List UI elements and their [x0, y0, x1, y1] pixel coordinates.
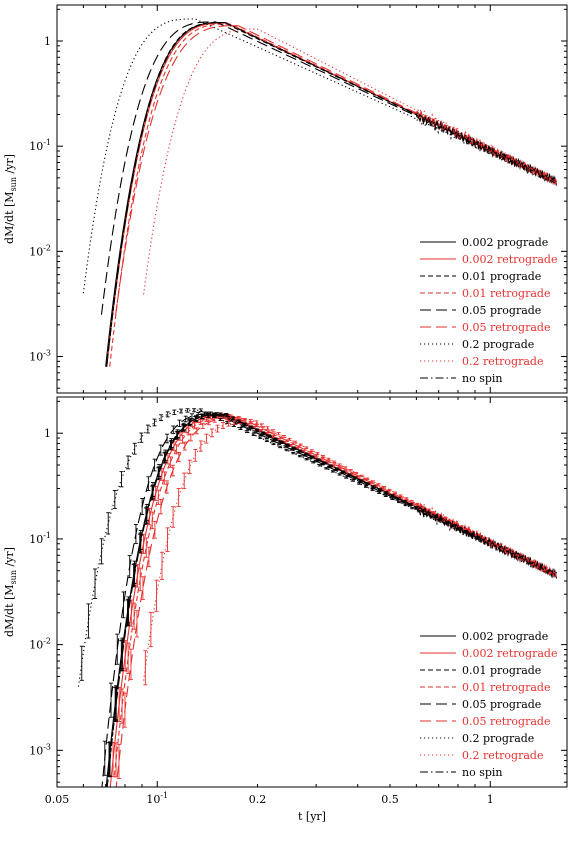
y-tick-label: 1: [44, 427, 51, 440]
error-bars-0: [106, 412, 481, 778]
legend-label-1: 0.002 retrograde: [462, 253, 557, 266]
error-bars-3: [114, 414, 481, 778]
legend-label-6: 0.2 prograde: [462, 732, 534, 745]
error-bars-1: [111, 413, 481, 777]
y-tick-label: 10-3: [29, 349, 51, 364]
legend: 0.002 prograde 0.002 retrograde 0.01 progr…: [420, 630, 557, 779]
legend-label-3: 0.01 retrograde: [462, 287, 550, 300]
plot-area: [82, 18, 558, 367]
y-tick-label: 10-1: [29, 138, 51, 153]
legend-label-5: 0.05 retrograde: [462, 715, 550, 728]
y-axis-label-tail: /yr]: [3, 154, 16, 177]
legend-label-6: 0.2 prograde: [462, 338, 534, 351]
tick-base: 10: [29, 744, 43, 757]
x-tick-label: 10-1: [146, 791, 168, 806]
legend-label-1: 0.002 retrograde: [462, 647, 557, 660]
legend-label-8: no spin: [462, 372, 503, 385]
tick-base: 10: [29, 533, 43, 546]
plot-area: [77, 408, 558, 787]
series-line-4: [100, 21, 557, 315]
tick-exponent: -1: [160, 791, 168, 800]
series-line-7: [143, 28, 558, 295]
legend-label-7: 0.2 retrograde: [462, 355, 543, 368]
legend-label-8: no spin: [462, 766, 503, 779]
y-tick-label: 10-2: [29, 637, 51, 652]
x-tick-label: 0.5: [381, 793, 399, 806]
x-axis-label: t [yr]: [298, 810, 326, 823]
y-axis-label-tail: /yr]: [3, 547, 16, 570]
tick-base: 10: [29, 245, 43, 258]
y-tick-label: 10-3: [29, 742, 51, 757]
error-bars-5: [116, 415, 481, 779]
tick-base: 1: [487, 793, 494, 806]
y-axis-label-sub: sun: [9, 177, 18, 191]
legend-label-2: 0.01 prograde: [462, 270, 541, 283]
tick-exponent: -1: [43, 138, 51, 147]
tick-base: 0.5: [381, 793, 399, 806]
error-bars-8: [108, 412, 481, 777]
legend-label-4: 0.05 prograde: [462, 304, 541, 317]
y-axis-label-main: dM/dt [M: [3, 584, 16, 637]
series-line-5: [115, 25, 557, 315]
plot-frame: [56, 4, 568, 394]
legend-label-0: 0.002 prograde: [462, 630, 548, 643]
tick-exponent: -2: [43, 243, 51, 252]
top-panel: 110-110-210-3dM/dt [Msun /yr]0.002 progr…: [3, 4, 568, 394]
legend: 0.002 prograde 0.002 retrograde 0.01 progr…: [420, 236, 557, 385]
y-tick-label: 1: [44, 35, 51, 48]
series-line-6: [82, 18, 558, 294]
tick-base: 1: [44, 35, 51, 48]
y-axis-label: dM/dt [Msun /yr]: [3, 154, 18, 244]
x-tick-label: 0.05: [45, 793, 70, 806]
tick-base: 1: [44, 427, 51, 440]
legend-label-4: 0.05 prograde: [462, 698, 541, 711]
y-axis-label: dM/dt [Msun /yr]: [3, 547, 18, 637]
legend-label-7: 0.2 retrograde: [462, 749, 543, 762]
bottom-panel: 110-110-210-30.05 10-1 0.2 0.5 1dM/dt [Msun …: [3, 396, 568, 823]
tick-base: 10: [29, 140, 43, 153]
tick-base: 0.2: [249, 793, 267, 806]
tick-exponent: -3: [43, 349, 51, 358]
tick-base: 10: [29, 639, 43, 652]
series-line-6: [77, 409, 558, 687]
y-tick-label: 10-1: [29, 531, 51, 546]
tick-base: 10: [29, 351, 43, 364]
x-tick-label: 1: [487, 793, 494, 806]
x-tick-label: 0.2: [249, 793, 267, 806]
error-bars-6: [79, 408, 481, 681]
tick-base: 0.05: [45, 793, 70, 806]
legend-label-2: 0.01 prograde: [462, 664, 541, 677]
tick-exponent: -2: [43, 637, 51, 646]
tick-exponent: -3: [43, 742, 51, 751]
legend-label-5: 0.05 retrograde: [462, 321, 550, 334]
y-tick-label: 10-2: [29, 243, 51, 258]
y-axis-label-main: dM/dt [M: [3, 191, 16, 244]
series-line-8: [106, 21, 557, 367]
legend-label-3: 0.01 retrograde: [462, 681, 550, 694]
tick-base: 10: [146, 793, 160, 806]
y-axis-label-sub: sun: [9, 570, 18, 584]
legend-label-0: 0.002 prograde: [462, 236, 548, 249]
plot-frame: [56, 396, 568, 788]
tick-exponent: -1: [43, 531, 51, 540]
